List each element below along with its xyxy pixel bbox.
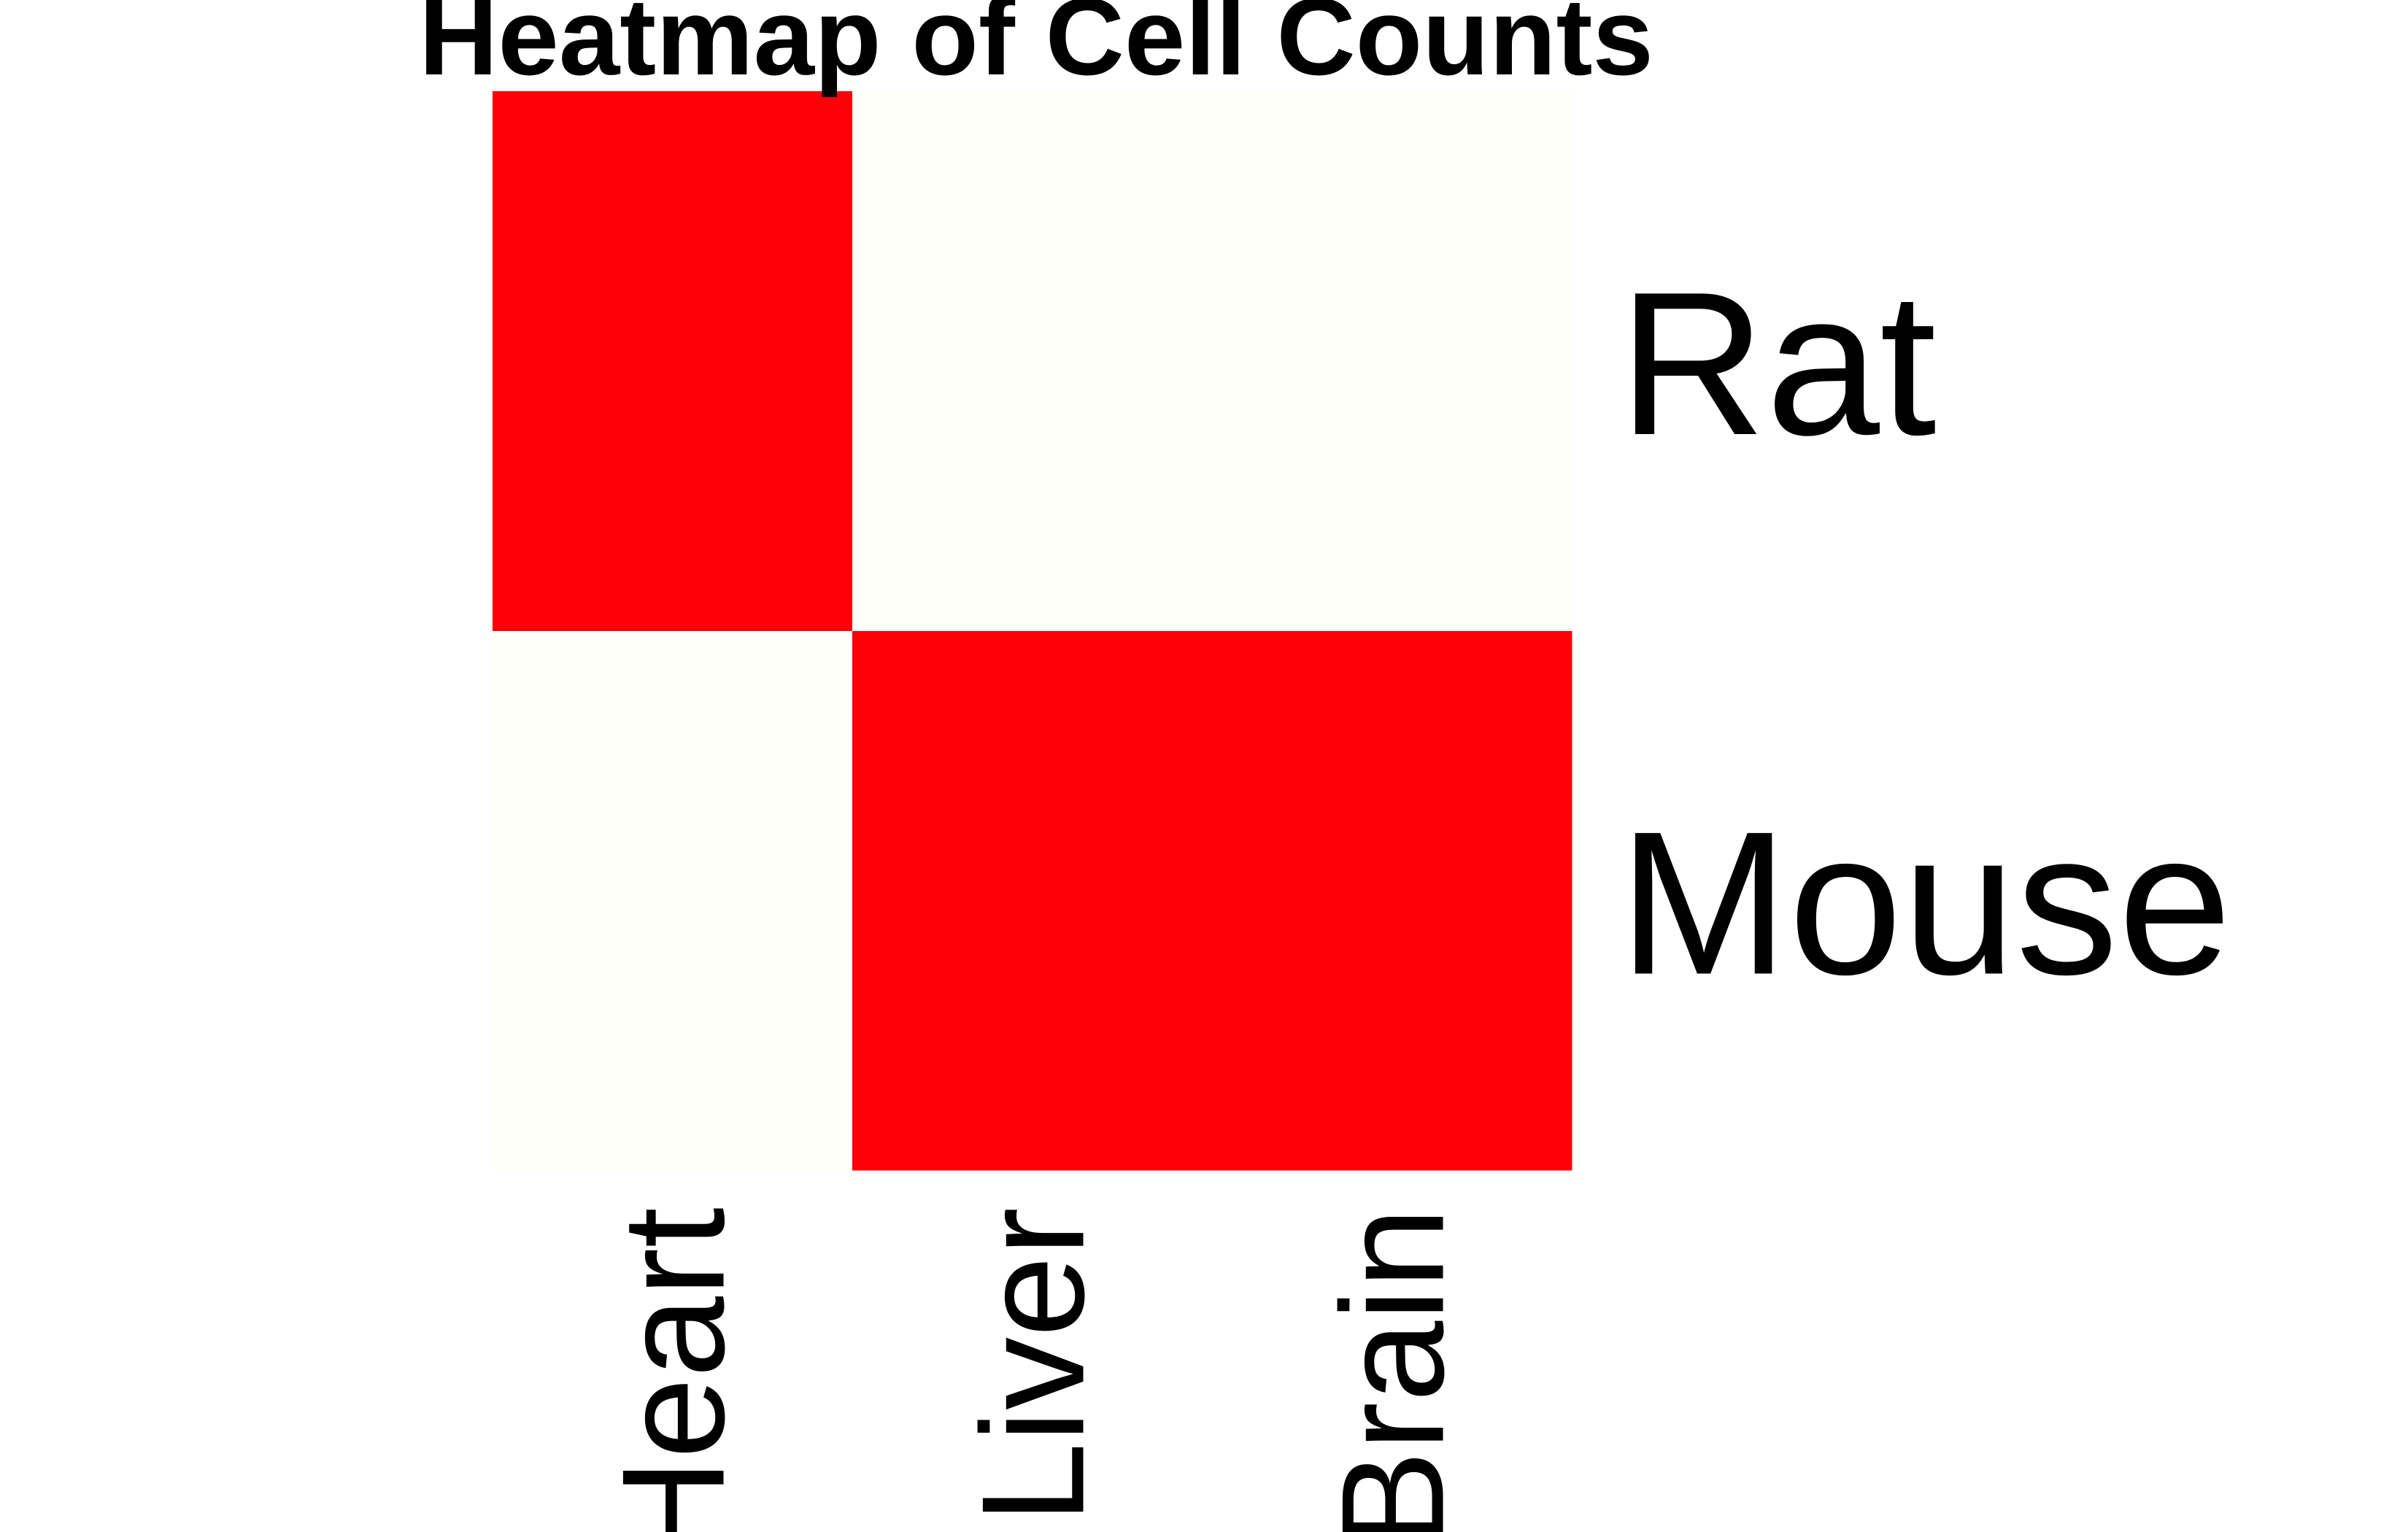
column-labels: Heart Liver Brain — [593, 1207, 1475, 1532]
heatmap-cell-mouse-brain — [1212, 631, 1572, 1171]
row-label-rat: Rat — [1618, 250, 1937, 478]
column-label-liver: Liver — [952, 1207, 1115, 1524]
heatmap-cell-rat-liver — [852, 91, 1213, 632]
heatmap-cell-rat-brain — [1212, 91, 1572, 632]
row-labels: Rat Mouse — [1618, 250, 2231, 1018]
column-label-heart: Heart — [593, 1207, 755, 1532]
row-label-mouse: Mouse — [1618, 790, 2231, 1018]
heatmap-cells — [493, 91, 1572, 1171]
column-label-brain: Brain — [1312, 1207, 1475, 1532]
heatmap-cell-mouse-liver — [852, 631, 1213, 1171]
chart-title: Heatmap of Cell Counts — [419, 0, 1653, 98]
heatmap-cell-mouse-heart — [493, 631, 853, 1171]
heatmap-cell-rat-heart — [493, 91, 853, 632]
